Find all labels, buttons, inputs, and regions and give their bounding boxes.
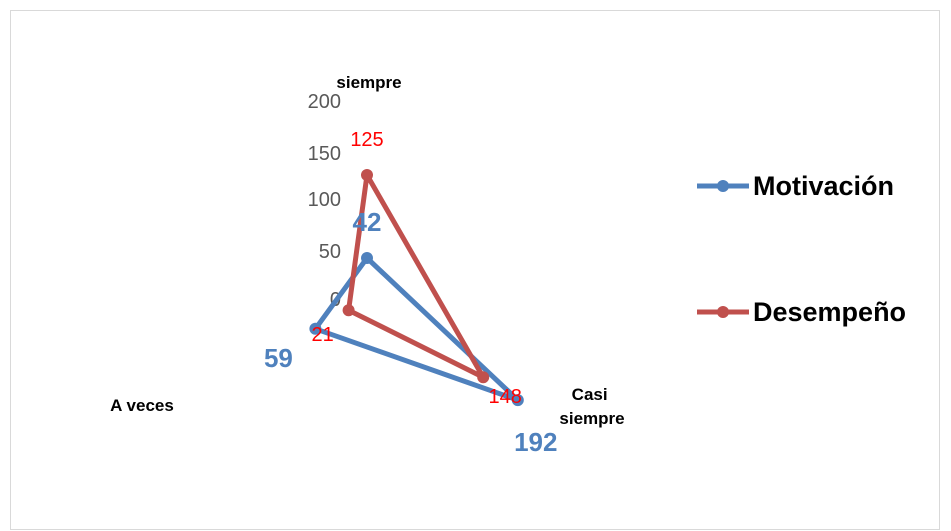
series-line xyxy=(346,172,486,380)
data-label: 59 xyxy=(264,343,293,373)
radial-tick-label: 50 xyxy=(319,241,341,263)
legend: Motivación Desempeño xyxy=(697,171,906,327)
legend-label-desempeno: Desempeño xyxy=(753,297,906,327)
radial-tick-label: 150 xyxy=(308,143,341,165)
series-layer: 42 192 59 125 148 21 xyxy=(264,129,558,457)
radial-tick-label: 100 xyxy=(308,189,341,211)
series-line xyxy=(312,255,521,403)
legend-label-motivacion: Motivación xyxy=(753,171,894,201)
category-label-casi-siempre: Casi siempre xyxy=(559,385,624,428)
radial-tick-label: 200 xyxy=(308,91,341,113)
category-label-a-veces: A veces xyxy=(110,396,174,415)
chart-area xyxy=(10,10,940,530)
data-label: 125 xyxy=(350,129,383,151)
data-point xyxy=(361,252,373,264)
data-label: 21 xyxy=(311,324,333,346)
data-point xyxy=(511,394,524,407)
data-label: 148 xyxy=(489,386,522,408)
data-label: 192 xyxy=(514,427,557,457)
data-label: 42 xyxy=(353,207,382,237)
legend-marker-motivacion xyxy=(717,180,729,192)
data-point xyxy=(309,322,322,335)
data-point xyxy=(477,371,490,384)
data-point xyxy=(361,169,373,181)
category-label-siempre: siempre xyxy=(336,73,401,92)
legend-marker-desempeno xyxy=(717,306,729,318)
data-point xyxy=(342,304,355,317)
